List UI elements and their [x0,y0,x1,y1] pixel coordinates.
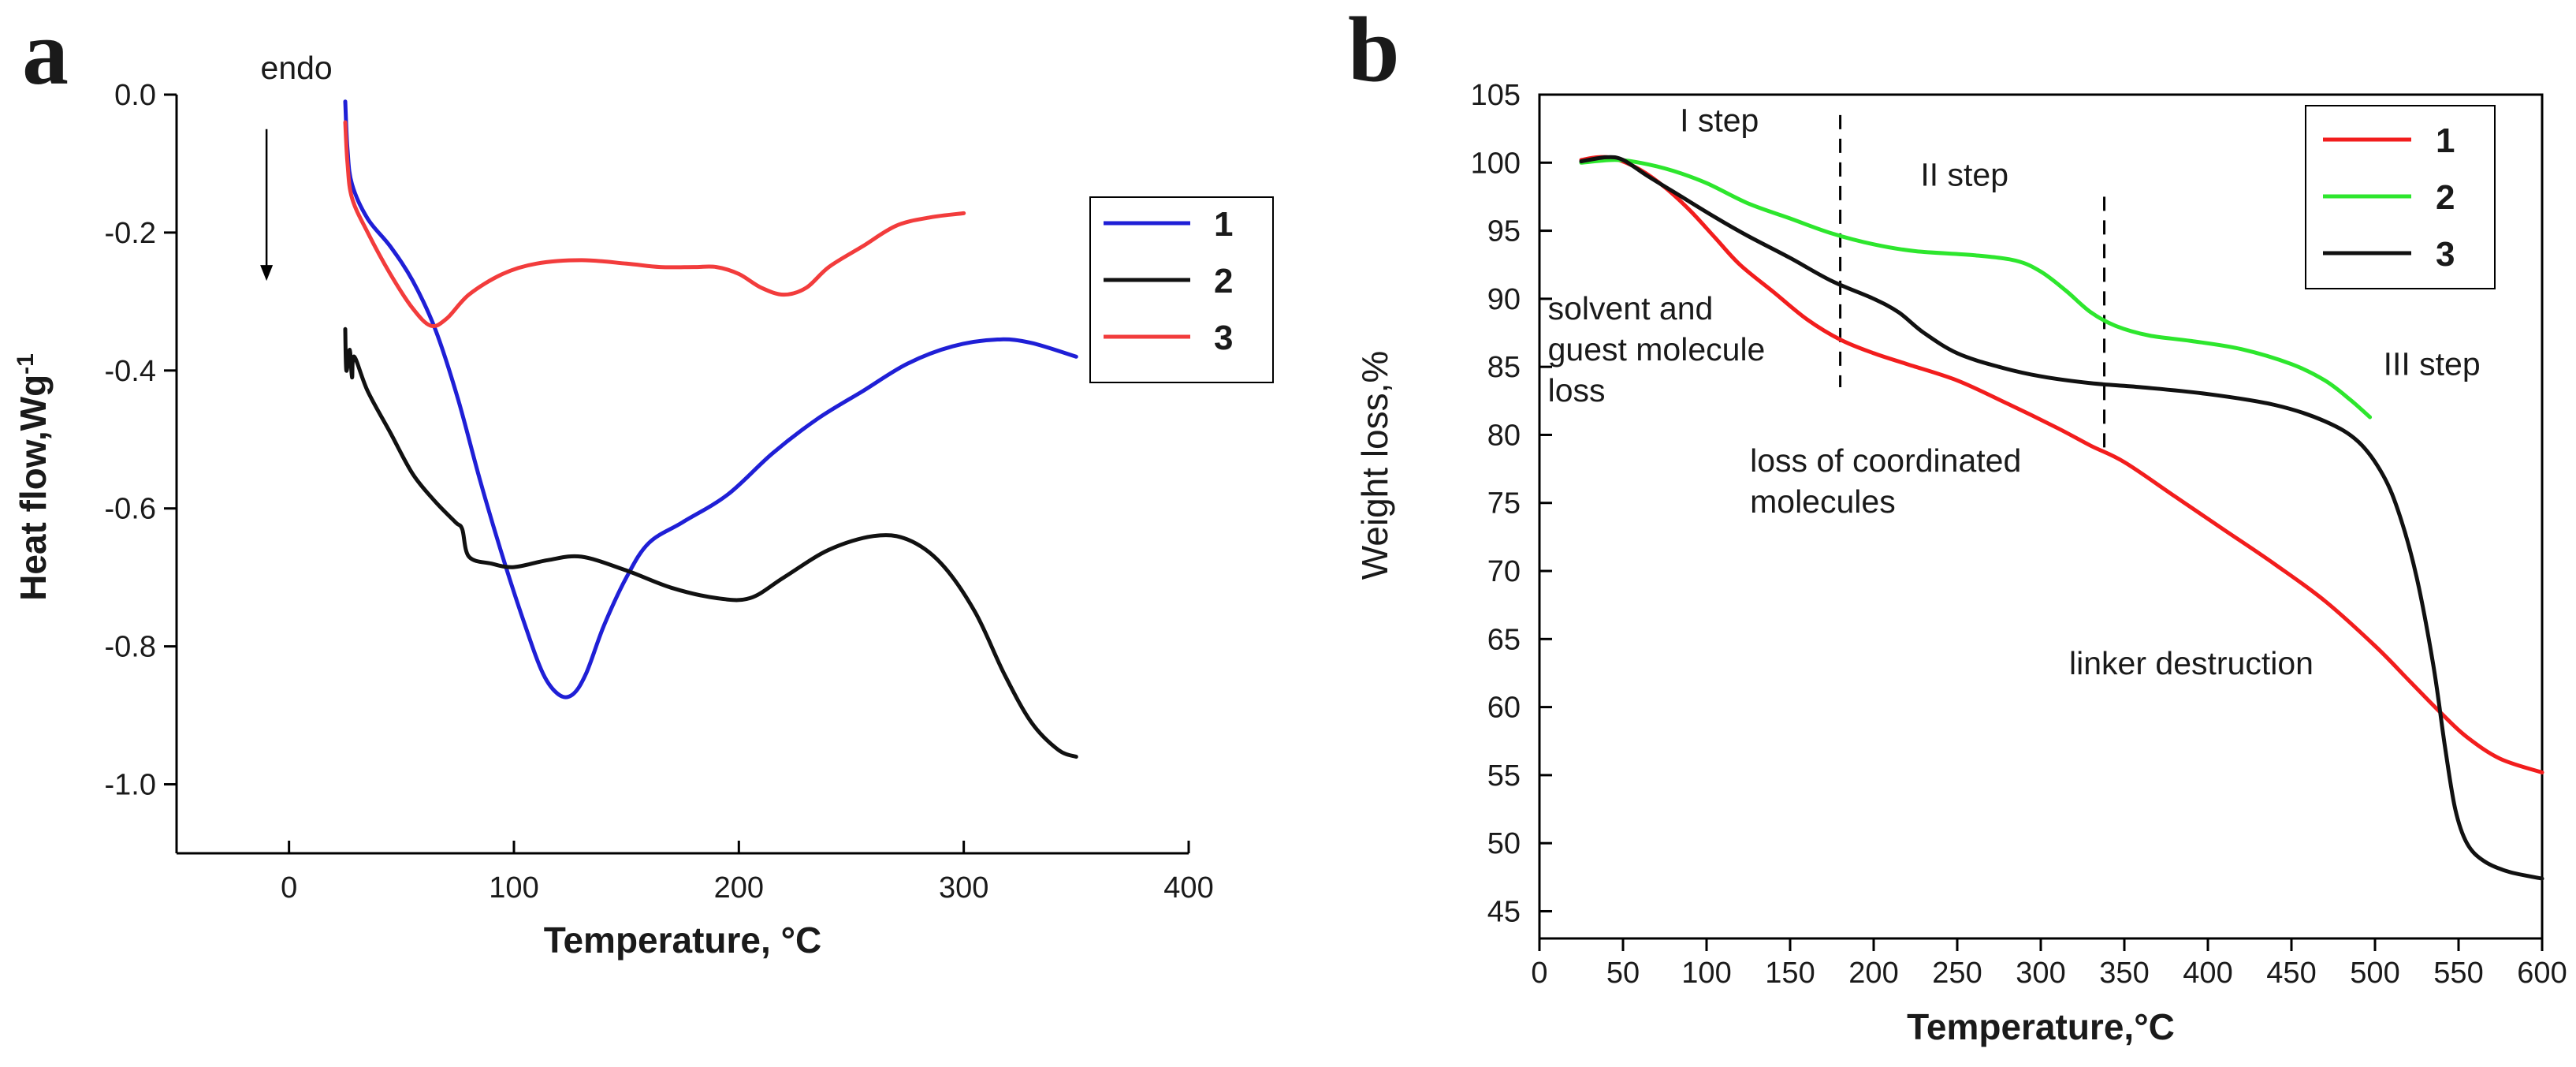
panel-b-y-tick-label: 50 [1487,827,1521,860]
endo-arrow-head-icon [260,265,274,282]
endo-label: endo [261,50,333,86]
panel-a-letter: a [22,1,69,104]
panel-b-y-axis-title: Weight loss,% [1354,351,1395,580]
panel-b-y-tick-label: 85 [1487,351,1521,384]
panel-b-annotation-line: I step [1680,103,1759,139]
panel-b-annotation-line: III step [2384,346,2481,382]
panel-b-y-tick-label: 95 [1487,215,1521,248]
panel-b-y-tick-label: 80 [1487,419,1521,452]
panel-a-x-axis-title: Temperature, °C [544,920,821,961]
panel-b-y-tick-label: 45 [1487,895,1521,928]
panel-a-legend: 1 2 3 [1089,196,1274,383]
panel-a-y-axis-title: Heat flow,Wg-1 [13,353,54,601]
panel-a-x-tick-label: 100 [489,871,538,905]
panel-b-y-tick-label: 65 [1487,623,1521,656]
panel-b-annotation: solvent and guest molecule loss [1548,290,1766,409]
panel-a-x-tick-label: 200 [714,871,764,905]
panel-a-axes [175,95,1189,855]
panel-b-x-tick-label: 200 [1848,957,1898,990]
panel-a-y-tick-label: -0.2 [105,217,156,250]
panel-b-x-tick-label: 300 [2016,957,2065,990]
panel-b-annotation-line: molecules [1750,483,1896,520]
panel-b-y-tick-label: 100 [1471,147,1521,180]
panel-b-x-tick-label: 550 [2433,957,2483,990]
panel-a-y-axis-title-superscript: -1 [13,353,39,375]
panel-b-annotation-line: guest molecule [1548,331,1766,367]
panel-b-x-tick-label: 150 [1765,957,1815,990]
panel-a-legend-label-3: 3 [1214,319,1233,357]
panel-b-annotation-line: II step [1920,157,2008,193]
panel-b-x-tick-label: 600 [2517,957,2567,990]
panel-b-x-tick-label: 250 [1932,957,1982,990]
panel-b-legend-label-3: 3 [2436,235,2455,274]
panel-b-y-tick-label: 55 [1487,759,1521,793]
panel-b-annotation-line: linker destruction [2069,645,2314,681]
panel-b: b 0 50 100 150 200 250 300 350 400 450 500 550 600 4… [1348,0,2567,1047]
panel-b-annotation: I step [1680,103,1759,139]
panel-a-series-2-line [343,326,1078,759]
panel-b-y-tick-label: 105 [1471,79,1521,112]
panel-b-y-tick-label: 90 [1487,283,1521,316]
panel-b-annotation: II step [1920,157,2008,193]
panel-a-x-ticks: 0 100 200 300 400 [281,841,1214,905]
panel-b-series-3-line [1579,155,2544,881]
panel-b-annotation-line: loss [1548,372,1606,409]
panel-a-annotations: endo [260,50,333,282]
panel-a-y-tick-label: -0.8 [105,631,156,664]
panel-a-legend-label-2: 2 [1214,262,1233,300]
panel-a-y-axis-title-main: Heat flow,Wg [13,375,54,601]
panel-b-y-ticks: 45 50 55 60 65 70 75 80 85 90 95 100 105 [1471,79,1552,928]
panel-a-y-tick-label: -0.4 [105,355,156,388]
panel-a-y-ticks: 0.0 -0.2 -0.4 -0.6 -0.8 -1.0 [105,79,177,802]
panel-b-legend-label-2: 2 [2436,178,2455,217]
panel-a-x-tick-label: 0 [281,871,297,905]
panel-b-x-tick-label: 350 [2099,957,2149,990]
panel-b-x-tick-label: 50 [1606,957,1640,990]
panel-b-x-axis-title: Temperature,°C [1907,1006,2175,1047]
panel-b-annotation-line: loss of coordinated [1750,442,2021,479]
panel-b-series-2-line [1579,158,2373,420]
panel-a-legend-box [1089,196,1274,383]
panel-a-y-tick-label: 0.0 [114,79,156,112]
panel-b-legend: 1 2 3 [2305,105,2496,289]
panel-b-series [1579,155,2544,881]
panel-a-series-3-line [343,120,966,329]
panel-b-letter: b [1348,0,1400,101]
panel-b-x-ticks: 0 50 100 150 200 250 300 350 400 450 500 550 600 [1531,938,2567,990]
panel-b-x-tick-label: 500 [2350,957,2399,990]
panel-a-legend-label-1: 1 [1214,205,1233,244]
panel-b-annotation: linker destruction [2069,645,2314,681]
panel-b-x-tick-label: 400 [2183,957,2232,990]
panel-b-y-tick-label: 70 [1487,555,1521,588]
panel-b-y-tick-label: 75 [1487,487,1521,520]
panel-b-x-tick-label: 450 [2266,957,2316,990]
panel-b-y-tick-label: 60 [1487,692,1521,725]
panel-a-legend-items: 1 2 3 [1104,205,1233,357]
panel-b-annotation: III step [2384,346,2481,382]
panel-a-series [343,99,1078,759]
panel-b-series-1-line [1579,155,2544,774]
panel-b-step-boundaries [1839,114,2106,456]
panel-a-x-tick-label: 400 [1163,871,1213,905]
panel-b-x-tick-label: 100 [1681,957,1731,990]
panel-a-series-1-line [343,99,1078,700]
panel-b-legend-label-1: 1 [2436,121,2455,160]
panel-a-y-tick-label: -1.0 [105,769,156,802]
panel-b-annotation: loss of coordinated molecules [1750,442,2021,520]
panel-a-y-tick-label: -0.6 [105,493,156,526]
panel-b-annotation-line: solvent and [1548,290,1714,326]
panel-b-x-tick-label: 0 [1531,957,1547,990]
panel-b-annotations: I step II step III step solvent and guest mo… [1548,103,2481,682]
panel-b-legend-items: 1 2 3 [2323,121,2455,274]
panel-a: a 0 100 200 300 400 0.0-0.2-0.4-0.6-0.8-1.0 … [13,1,1274,961]
panel-a-x-tick-label: 300 [939,871,988,905]
